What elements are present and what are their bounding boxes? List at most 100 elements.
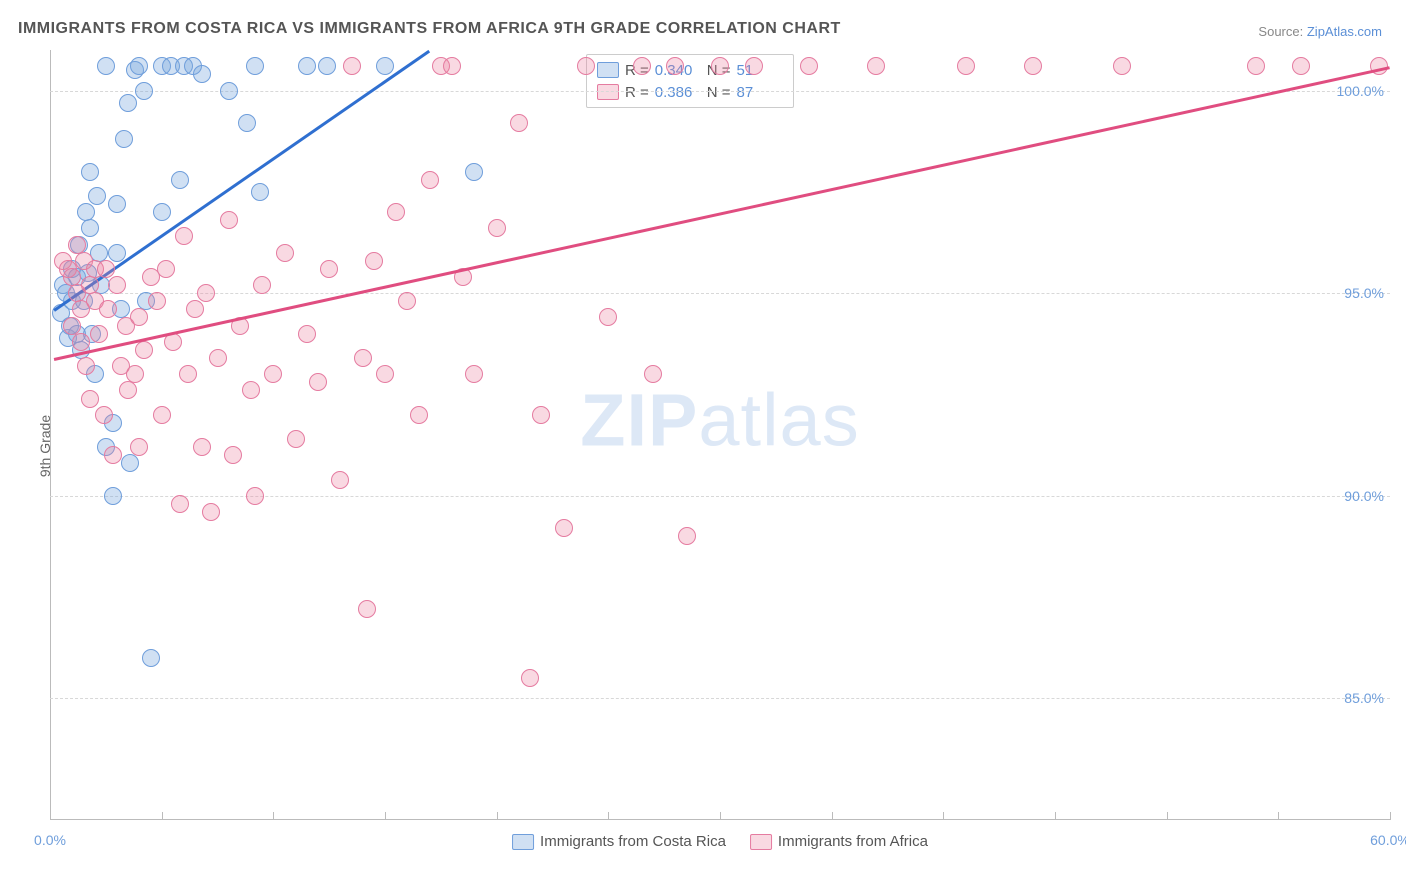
legend-series-item: Immigrants from Costa Rica [512,833,726,850]
data-point [298,57,316,75]
data-point [193,65,211,83]
legend-r-label: R = [625,84,649,101]
data-point [867,57,885,75]
data-point [220,211,238,229]
data-point [193,438,211,456]
gridline [50,91,1390,92]
legend-n-label: N = [707,84,731,101]
y-tick-label: 85.0% [1344,690,1384,706]
data-point [171,495,189,513]
data-point [246,57,264,75]
data-point [510,114,528,132]
legend-series-label: Immigrants from Costa Rica [540,833,726,850]
data-point [577,57,595,75]
data-point [246,487,264,505]
data-point [957,57,975,75]
x-tick-label: 0.0% [34,832,66,848]
data-point [309,373,327,391]
data-point [644,365,662,383]
plot-area: ZIPatlas R =0.340N =51R =0.386N =87 Immi… [50,50,1390,820]
data-point [130,308,148,326]
data-point [365,252,383,270]
data-point [104,446,122,464]
data-point [63,317,81,335]
data-point [186,300,204,318]
data-point [153,203,171,221]
data-point [119,381,137,399]
data-point [521,669,539,687]
x-tick-label: 60.0% [1370,832,1406,848]
legend-r-value: 0.386 [655,84,701,101]
data-point [376,365,394,383]
data-point [800,57,818,75]
y-tick-label: 90.0% [1344,488,1384,504]
data-point [276,244,294,262]
data-point [387,203,405,221]
legend-swatch [597,84,619,100]
y-tick-label: 100.0% [1337,83,1384,99]
data-point [88,187,106,205]
data-point [1292,57,1310,75]
x-tick-mark [1055,812,1056,820]
data-point [135,82,153,100]
data-point [197,284,215,302]
data-point [99,300,117,318]
data-point [555,519,573,537]
data-point [633,57,651,75]
data-point [318,57,336,75]
data-point [678,527,696,545]
data-point [130,438,148,456]
legend-n-value: 87 [737,84,783,101]
data-point [287,430,305,448]
data-point [142,649,160,667]
data-point [532,406,550,424]
x-tick-mark [1278,812,1279,820]
data-point [251,183,269,201]
data-point [465,365,483,383]
data-point [224,446,242,464]
data-point [63,268,81,286]
x-tick-mark [385,812,386,820]
data-point [108,244,126,262]
data-point [320,260,338,278]
data-point [175,227,193,245]
data-point [97,57,115,75]
data-point [343,57,361,75]
x-tick-mark [50,812,51,820]
data-point [209,349,227,367]
data-point [81,276,99,294]
data-point [126,365,144,383]
source-link[interactable]: ZipAtlas.com [1307,24,1382,39]
data-point [179,365,197,383]
x-tick-mark [943,812,944,820]
data-point [443,57,461,75]
gridline [50,293,1390,294]
data-point [77,357,95,375]
x-tick-mark [832,812,833,820]
data-point [599,308,617,326]
data-point [119,94,137,112]
data-point [81,163,99,181]
data-point [130,57,148,75]
data-point [220,82,238,100]
data-point [488,219,506,237]
data-point [81,219,99,237]
data-point [298,325,316,343]
data-point [108,276,126,294]
data-point [121,454,139,472]
x-tick-mark [720,812,721,820]
data-point [331,471,349,489]
data-point [77,203,95,221]
data-point [358,600,376,618]
data-point [81,390,99,408]
data-point [157,260,175,278]
data-point [135,341,153,359]
x-tick-mark [273,812,274,820]
data-point [398,292,416,310]
legend-series-item: Immigrants from Africa [750,833,928,850]
data-point [264,365,282,383]
data-point [465,163,483,181]
x-tick-mark [608,812,609,820]
x-tick-mark [1390,812,1391,820]
legend-swatch [512,834,534,850]
